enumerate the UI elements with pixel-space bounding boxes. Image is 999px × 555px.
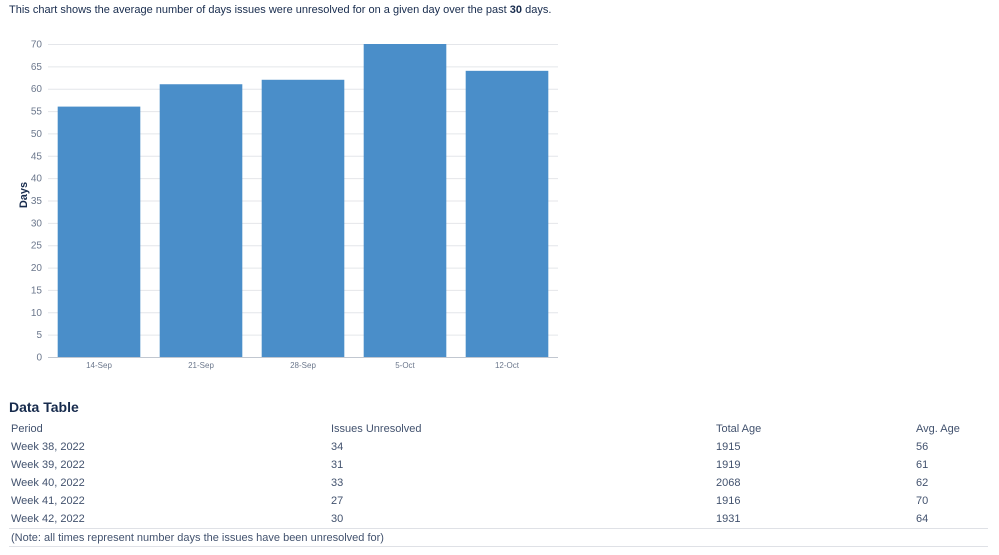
y-tick-label: 0 [36,353,42,364]
table-note: (Note: all times represent number days t… [9,528,988,547]
bar[interactable] [261,79,345,357]
bar[interactable] [57,106,141,357]
chart-bars [57,44,549,358]
cell-avg-age: 56 [916,441,929,453]
cell-total-age: 1919 [716,459,741,471]
cell-issues-unresolved: 34 [331,441,344,453]
data-table: Period Issues Unresolved Total Age Avg. … [9,420,988,547]
cell-issues-unresolved: 31 [331,459,344,471]
cell-period: Week 41, 2022 [11,495,85,507]
table-note-row: (Note: all times represent number days t… [9,528,988,547]
y-tick-label: 10 [31,308,43,319]
cell-period: Week 42, 2022 [11,513,85,525]
cell-period: Week 40, 2022 [11,477,85,489]
x-tick-label: 28-Sep [290,361,316,370]
x-tick-label: 5-Oct [395,361,415,370]
cell-issues-unresolved: 27 [331,495,344,507]
y-tick-label: 65 [31,62,43,73]
chart-description: This chart shows the average number of d… [9,4,551,16]
table-row: Week 40, 2022 33 2068 62 [9,474,988,492]
bar-chart: 0 5 10 15 20 25 30 35 40 45 50 55 60 65 70 14-Sep 21-Se… [18,40,558,370]
y-tick-label: 5 [36,330,42,341]
cell-issues-unresolved: 33 [331,477,344,489]
cell-issues-unresolved: 30 [331,513,344,525]
table-row: Week 38, 2022 34 1915 56 [9,438,988,456]
y-tick-label: 55 [31,107,43,118]
description-days: 30 [509,4,523,16]
y-axis-title: Days [18,182,30,208]
cell-period: Week 39, 2022 [11,459,85,471]
x-tick-label: 12-Oct [495,361,520,370]
y-tick-label: 60 [31,84,43,95]
y-tick-label: 25 [31,241,43,252]
cell-avg-age: 61 [916,459,929,471]
bar[interactable] [159,84,243,357]
y-axis-ticks: 0 5 10 15 20 25 30 35 40 45 50 55 60 65 70 [31,40,43,364]
header-period: Period [11,423,43,435]
table-row: Week 42, 2022 30 1931 64 [9,510,988,529]
table-header-row: Period Issues Unresolved Total Age Avg. … [9,420,988,438]
y-tick-label: 15 [31,285,43,296]
table-row: Week 39, 2022 31 1919 61 [9,456,988,474]
header-total-age: Total Age [716,423,762,435]
x-tick-label: 14-Sep [86,361,112,370]
bar[interactable] [363,44,447,357]
cell-avg-age: 62 [916,477,929,489]
table-row: Week 41, 2022 27 1916 70 [9,492,988,510]
cell-avg-age: 70 [916,495,929,507]
description-text-start: This chart shows the average number of d… [9,4,510,16]
y-tick-label: 50 [31,129,43,140]
cell-period: Week 38, 2022 [11,441,85,453]
y-tick-label: 30 [31,218,43,229]
cell-avg-age: 64 [916,513,929,525]
header-issues-unresolved: Issues Unresolved [331,423,422,435]
cell-total-age: 1915 [716,441,741,453]
cell-total-age: 2068 [716,477,741,489]
y-tick-label: 45 [31,151,43,162]
header-avg-age: Avg. Age [916,423,960,435]
cell-total-age: 1916 [716,495,741,507]
y-tick-label: 35 [31,196,43,207]
x-tick-label: 21-Sep [188,361,214,370]
x-axis-ticks: 14-Sep 21-Sep 28-Sep 5-Oct 12-Oct [86,361,520,370]
data-table-title: Data Table [9,399,79,415]
bar[interactable] [465,70,549,358]
y-tick-label: 40 [31,174,43,185]
cell-total-age: 1931 [716,513,741,525]
description-text-end: days. [522,4,552,16]
y-tick-label: 70 [31,40,43,51]
y-tick-label: 20 [31,263,43,274]
